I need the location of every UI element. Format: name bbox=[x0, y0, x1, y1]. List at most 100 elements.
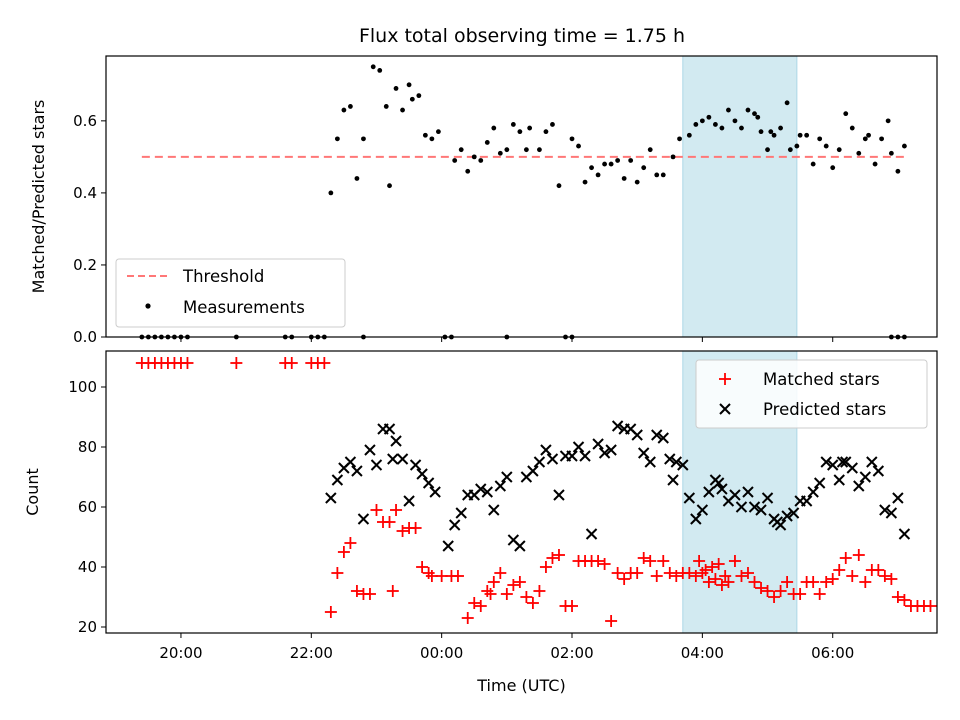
matched-star-marker bbox=[383, 516, 396, 528]
predicted-star-marker bbox=[331, 474, 344, 486]
predicted-star-marker bbox=[383, 423, 396, 435]
predicted-star-marker bbox=[475, 483, 487, 495]
matched-star-marker bbox=[539, 561, 552, 573]
measurement-point bbox=[409, 96, 415, 102]
matched-star-marker bbox=[416, 561, 429, 573]
matched-star-marker bbox=[748, 576, 761, 588]
matched-star-marker bbox=[670, 570, 683, 582]
predicted-star-marker bbox=[781, 510, 793, 522]
predicted-star-marker bbox=[853, 480, 865, 492]
predicted-star-marker bbox=[833, 474, 845, 486]
bottom-legend-box bbox=[695, 359, 928, 429]
measurement-point bbox=[787, 147, 793, 153]
matched-star-marker bbox=[820, 576, 833, 588]
predicted-star-marker bbox=[325, 492, 337, 504]
matched-star-marker bbox=[813, 588, 826, 600]
matched-star-marker bbox=[683, 567, 696, 579]
predicted-star-marker bbox=[898, 528, 911, 540]
matched-star-marker bbox=[566, 600, 579, 612]
measurement-point bbox=[510, 122, 516, 127]
predicted-star-marker bbox=[533, 456, 546, 468]
matched-star-marker bbox=[552, 549, 565, 561]
measurement-point bbox=[745, 107, 751, 113]
matched-star-marker bbox=[631, 567, 644, 579]
x-tick-label: 04:00 bbox=[681, 644, 724, 662]
matched-star-marker bbox=[709, 573, 722, 585]
measurement-point bbox=[843, 111, 849, 117]
matched-star-marker bbox=[735, 570, 748, 582]
matched-star-marker bbox=[689, 570, 702, 582]
matched-star-marker bbox=[487, 576, 500, 588]
measurement-point bbox=[377, 68, 383, 73]
measurement-point bbox=[465, 168, 471, 174]
predicted-star-marker bbox=[703, 486, 715, 498]
predicted-star-marker bbox=[787, 507, 800, 519]
matched-star-marker bbox=[520, 591, 533, 603]
measurement-point bbox=[823, 143, 829, 149]
predicted-star-marker bbox=[755, 504, 767, 516]
measurement-point bbox=[771, 132, 777, 138]
x-tick-label: 22:00 bbox=[290, 644, 333, 662]
measurement-point bbox=[595, 172, 601, 178]
x-tick-label: 20:00 bbox=[159, 644, 202, 662]
predicted-star-marker bbox=[712, 477, 725, 489]
predicted-star-marker bbox=[494, 480, 507, 492]
bottom-axes-frame bbox=[105, 350, 938, 634]
measurement-point bbox=[902, 143, 907, 149]
predicted-star-marker bbox=[820, 456, 832, 468]
measurement-point bbox=[706, 114, 712, 120]
matched-star-marker bbox=[546, 552, 559, 564]
legend-matched-label: Matched stars bbox=[763, 370, 880, 389]
predicted-star-marker bbox=[396, 453, 409, 465]
predicted-star-marker bbox=[540, 444, 552, 456]
measurement-point bbox=[713, 122, 718, 127]
measurement-point bbox=[885, 118, 891, 124]
predicted-stars-markers bbox=[325, 420, 911, 552]
matched-star-marker bbox=[719, 570, 732, 582]
measurement-point bbox=[768, 129, 774, 135]
measurement-point bbox=[517, 129, 523, 135]
measurement-point bbox=[677, 136, 682, 142]
legend-matched-swatch bbox=[719, 373, 731, 385]
matched-star-marker bbox=[526, 597, 539, 609]
y-tick-label: 0.6 bbox=[73, 112, 97, 130]
predicted-star-marker bbox=[598, 447, 611, 459]
measurement-point bbox=[784, 100, 790, 106]
measurement-point bbox=[641, 165, 647, 171]
measurement-point bbox=[866, 132, 871, 138]
legend-measurements-label: Measurements bbox=[183, 298, 305, 317]
matched-star-marker bbox=[741, 567, 754, 579]
measurement-point bbox=[576, 143, 581, 149]
matched-star-marker bbox=[706, 561, 719, 573]
predicted-star-marker bbox=[836, 456, 849, 468]
measurement-point bbox=[569, 136, 575, 142]
measurement-point bbox=[484, 140, 490, 145]
predicted-star-marker bbox=[442, 540, 454, 552]
matched-star-marker bbox=[285, 357, 298, 369]
predicted-star-marker bbox=[761, 492, 774, 504]
predicted-star-marker bbox=[566, 450, 578, 462]
matched-star-marker bbox=[650, 570, 663, 582]
predicted-star-marker bbox=[592, 438, 604, 450]
measurement-point bbox=[872, 161, 878, 167]
matched-star-marker bbox=[839, 552, 852, 564]
matched-star-marker bbox=[693, 555, 706, 567]
y-tick-label: 40 bbox=[78, 558, 97, 576]
matched-star-marker bbox=[605, 615, 618, 627]
measurement-point bbox=[647, 147, 653, 153]
predicted-star-marker bbox=[481, 486, 493, 498]
measurement-point bbox=[383, 104, 389, 109]
measurement-point bbox=[849, 125, 855, 131]
measurement-point bbox=[608, 161, 614, 167]
matched-star-marker bbox=[618, 573, 631, 585]
measurement-point bbox=[491, 125, 497, 131]
x-tick-label: 00:00 bbox=[420, 644, 463, 662]
matched-star-marker bbox=[781, 576, 794, 588]
matched-star-marker bbox=[507, 579, 520, 591]
measurement-point bbox=[755, 114, 761, 120]
matched-star-marker bbox=[644, 555, 657, 567]
bottom-x-ticks: 20:00 22:00 00:00 02:00 04:00 06:00 bbox=[159, 633, 854, 662]
predicted-star-marker bbox=[364, 444, 376, 456]
predicted-star-marker bbox=[716, 483, 728, 495]
